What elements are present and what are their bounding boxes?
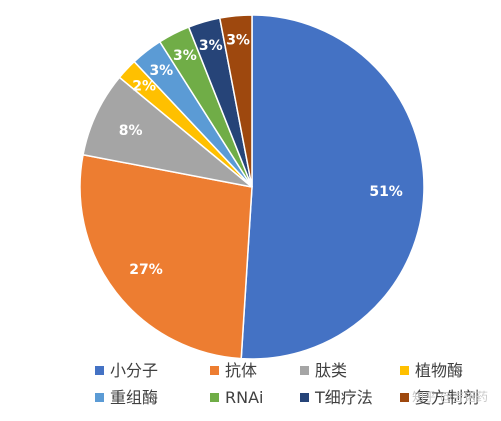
legend-swatch-3 bbox=[400, 366, 409, 375]
legend-swatch-7 bbox=[400, 393, 409, 402]
legend-item-0: 小分子 bbox=[95, 361, 158, 380]
legend-swatch-6 bbox=[300, 393, 309, 402]
legend-label-5: RNAi bbox=[225, 388, 263, 407]
slice-label-3: 2% bbox=[132, 79, 156, 95]
legend-swatch-1 bbox=[210, 366, 219, 375]
legend-item-4: 重组酶 bbox=[95, 388, 158, 407]
slice-label-5: 3% bbox=[173, 48, 197, 64]
legend-item-7: 复方制剂 bbox=[400, 388, 479, 407]
legend-swatch-0 bbox=[95, 366, 104, 375]
pie-slice-0 bbox=[240, 14, 425, 360]
legend-label-7: 复方制剂 bbox=[415, 388, 479, 407]
legend-swatch-5 bbox=[210, 393, 219, 402]
pie-data-labels: 51%27%8%2%3%3%3% 3% bbox=[119, 33, 403, 278]
legend-item-5: RNAi bbox=[210, 388, 263, 407]
legend-item-2: 肽类 bbox=[300, 361, 347, 380]
legend-item-1: 抗体 bbox=[210, 361, 257, 380]
slice-label-4: 3% bbox=[149, 63, 173, 79]
slice-label-0: 51% bbox=[369, 184, 403, 200]
slice-label-1: 27% bbox=[129, 262, 163, 278]
slice-label-7: 3% bbox=[226, 33, 250, 49]
legend-label-4: 重组酶 bbox=[110, 388, 158, 407]
legend-label-2: 肽类 bbox=[315, 361, 347, 380]
legend-label-6: T细疗法 bbox=[314, 388, 373, 407]
slice-label-2: 8% bbox=[119, 123, 143, 139]
legend-swatch-2 bbox=[300, 366, 309, 375]
watermark-text: 知乎 @吉诺药 bbox=[412, 390, 488, 404]
legend-label-0: 小分子 bbox=[110, 361, 158, 380]
legend-item-3: 植物酶 bbox=[400, 361, 463, 380]
legend-label-1: 抗体 bbox=[225, 361, 257, 380]
legend-swatch-4 bbox=[95, 393, 104, 402]
pie-slice-1 bbox=[79, 153, 253, 360]
legend-item-6: T细疗法 bbox=[300, 388, 373, 407]
pie-slices bbox=[79, 14, 425, 360]
slice-label-6: 3% bbox=[199, 38, 223, 54]
pie-slice-7 bbox=[218, 14, 253, 188]
legend-label-3: 植物酶 bbox=[415, 361, 463, 380]
